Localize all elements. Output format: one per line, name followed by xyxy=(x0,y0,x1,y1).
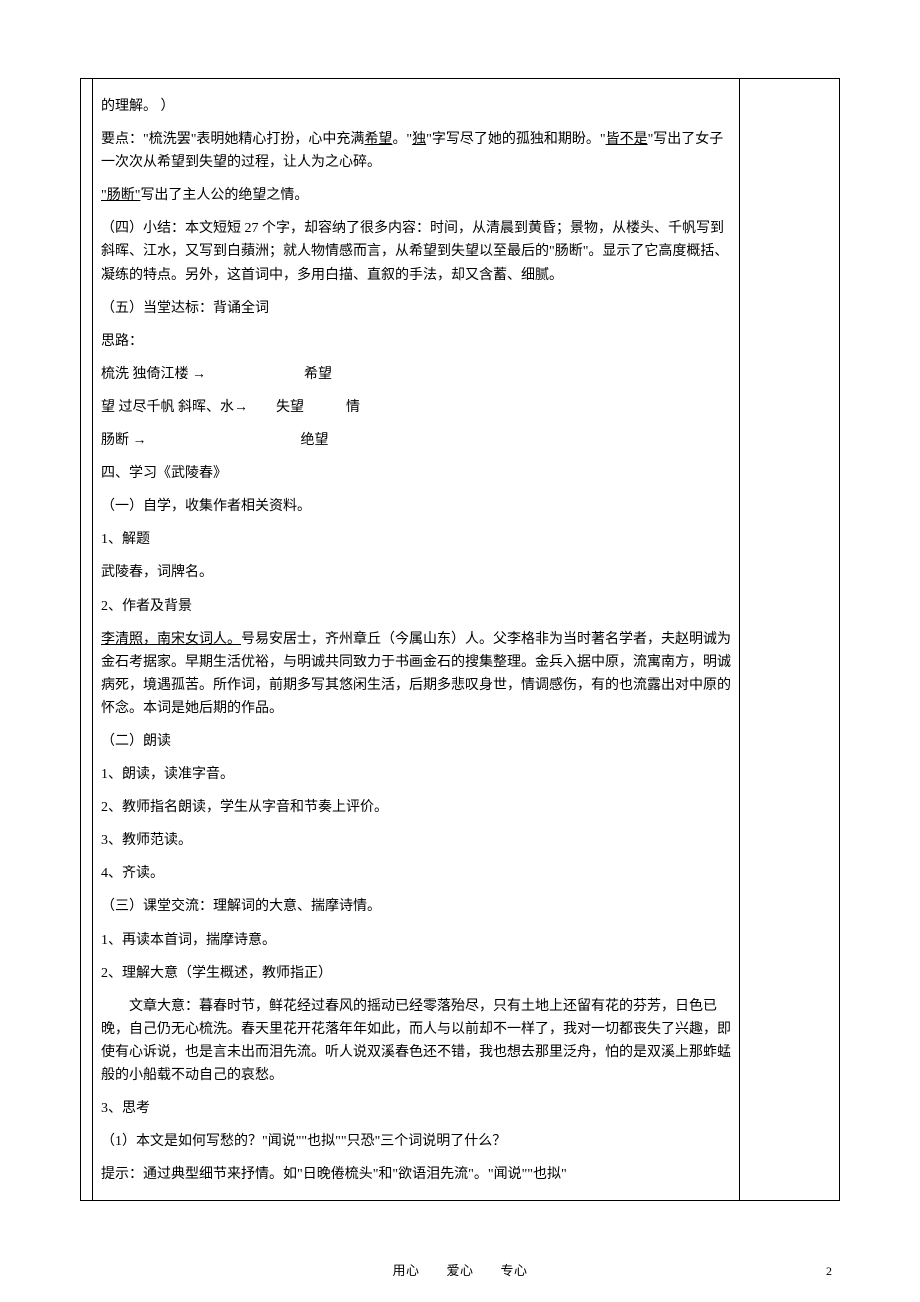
para-07: 梳洗 独倚江楼 → 希望 xyxy=(101,363,731,386)
para-19: 3、教师范读。 xyxy=(101,829,731,852)
para-05: （五）当堂达标：背诵全词 xyxy=(101,297,731,320)
para-04: （四）小结：本文短短 27 个字，却容纳了很多内容：时间，从清晨到黄昏；景物，从… xyxy=(101,217,731,286)
para-25: 3、思考 xyxy=(101,1097,731,1120)
para-27: 提示：通过典型细节来抒情。如"日晚倦梳头"和"欲语泪先流"。"闻说""也拟" xyxy=(101,1163,731,1186)
text: 要点："梳洗罢"表明她精心打扮，心中充满 xyxy=(101,132,364,147)
underline: 皆不是 xyxy=(606,132,648,147)
para-15: 李清照，南宋女词人。号易安居士，齐州章丘（今属山东）人。父李格非为当时著名学者，… xyxy=(101,628,731,720)
para-09: 肠断 → 绝望 xyxy=(101,429,731,452)
underline: "肠断" xyxy=(101,188,140,203)
para-24: 文章大意：暮春时节，鲜花经过春风的摇动已经零落殆尽，只有土地上还留有花的芬芳，日… xyxy=(101,995,731,1087)
page-footer: 用心 爱心 专心 xyxy=(0,1261,920,1281)
para-23: 2、理解大意（学生概述，教师指正） xyxy=(101,962,731,985)
para-14: 2、作者及背景 xyxy=(101,595,731,618)
layout-table: 的理解。 ） 要点："梳洗罢"表明她精心打扮，心中充满希望。"独"字写尽了她的孤… xyxy=(80,78,840,1201)
para-21: （三）课堂交流：理解词的大意、揣摩诗情。 xyxy=(101,895,731,918)
para-18: 2、教师指名朗读，学生从字音和节奏上评价。 xyxy=(101,796,731,819)
para-12: 1、解题 xyxy=(101,528,731,551)
text: 。" xyxy=(392,132,412,147)
page-number: 2 xyxy=(826,1262,832,1280)
underline: 希望 xyxy=(364,132,392,147)
para-22: 1、再读本首词，揣摩诗意。 xyxy=(101,929,731,952)
col-margin-right xyxy=(740,79,840,1201)
para-03: "肠断"写出了主人公的绝望之情。 xyxy=(101,184,731,207)
underline: 李清照，南宋女词人。 xyxy=(101,632,241,647)
text: 写出了主人公的绝望之情。 xyxy=(140,188,308,203)
para-06: 思路： xyxy=(101,330,731,353)
para-11: （一）自学，收集作者相关资料。 xyxy=(101,495,731,518)
para-26: （1）本文是如何写愁的？"闻说""也拟""只恐"三个词说明了什么？ xyxy=(101,1130,731,1153)
para-01: 的理解。 ） xyxy=(101,95,731,118)
para-02: 要点："梳洗罢"表明她精心打扮，心中充满希望。"独"字写尽了她的孤独和期盼。"皆… xyxy=(101,128,731,174)
para-10: 四、学习《武陵春》 xyxy=(101,462,731,485)
para-08: 望 过尽千帆 斜晖、水→ 失望 情 xyxy=(101,396,731,419)
col-main: 的理解。 ） 要点："梳洗罢"表明她精心打扮，心中充满希望。"独"字写尽了她的孤… xyxy=(93,79,740,1201)
para-17: 1、朗读，读准字音。 xyxy=(101,763,731,786)
underline: 独 xyxy=(412,132,426,147)
col-margin-left xyxy=(81,79,93,1201)
para-20: 4、齐读。 xyxy=(101,862,731,885)
text: "字写尽了她的孤独和期盼。" xyxy=(426,132,605,147)
document-content: 的理解。 ） 要点："梳洗罢"表明她精心打扮，心中充满希望。"独"字写尽了她的孤… xyxy=(93,79,739,1200)
para-16: （二）朗读 xyxy=(101,730,731,753)
para-13: 武陵春，词牌名。 xyxy=(101,561,731,584)
page-body: 的理解。 ） 要点："梳洗罢"表明她精心打扮，心中充满希望。"独"字写尽了她的孤… xyxy=(80,78,840,1224)
